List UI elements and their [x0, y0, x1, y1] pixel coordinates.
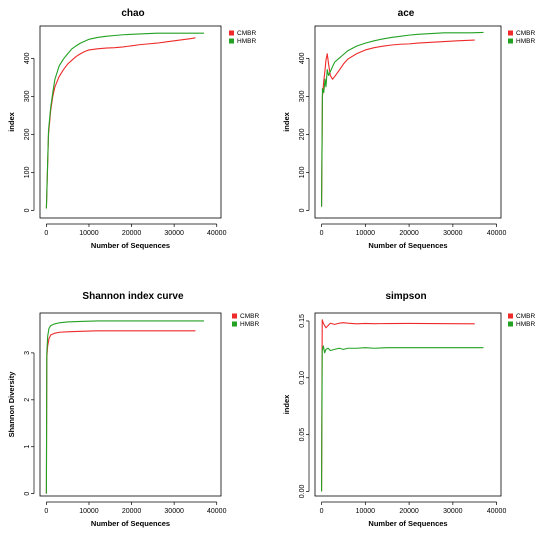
y-axis-label: index	[7, 111, 16, 131]
y-tick-label: 100	[299, 166, 306, 178]
y-tick-label: 100	[24, 166, 31, 178]
y-axis-label: index	[282, 111, 291, 131]
plot-frame	[39, 25, 222, 219]
chart-title: chao	[121, 8, 144, 19]
y-axis-label: Shannon Diversity	[7, 371, 16, 438]
x-tick-label: 30000	[164, 508, 184, 515]
x-axis-label: Number of Sequences	[368, 519, 447, 528]
legend-label-hmbr: HMBR	[240, 321, 259, 328]
chart-title: Shannon index curve	[82, 291, 184, 302]
x-axis-label: Number of Sequences	[368, 241, 447, 250]
legend-label-cmbr: CMBR	[240, 313, 259, 320]
y-tick-label: 0	[24, 492, 31, 496]
series-line-cmbr	[321, 39, 475, 207]
x-tick-label: 0	[44, 230, 48, 237]
legend-swatch-cmbr	[229, 30, 234, 36]
chart-panel-3: Shannon index curve 0 10000 20000 30000 40000…	[7, 291, 259, 528]
x-axis-label: Number of Sequences	[91, 241, 170, 250]
legend-swatch-hmbr	[229, 38, 234, 44]
plot-frame	[314, 25, 502, 219]
y-tick-label: 0	[299, 208, 306, 212]
legend-label-hmbr: HMBR	[516, 321, 535, 328]
legend-label-hmbr: HMBR	[516, 38, 535, 45]
x-tick-label: 30000	[443, 508, 463, 515]
y-tick-label: 200	[299, 128, 306, 140]
plot-frame	[39, 312, 222, 497]
y-tick-label: 0.10	[299, 371, 306, 385]
y-tick-label: 0	[24, 208, 31, 212]
legend-label-cmbr: CMBR	[516, 30, 535, 37]
y-axis-label: index	[282, 394, 291, 414]
x-tick-label: 20000	[399, 508, 419, 515]
legend-label-hmbr: HMBR	[237, 38, 256, 45]
series-line-hmbr	[321, 345, 484, 492]
x-tick-label: 40000	[487, 508, 507, 515]
series-line-cmbr	[45, 330, 196, 494]
y-tick-label: 2	[24, 398, 31, 402]
chart-title: ace	[398, 8, 415, 19]
chart-panel-4: simpson 0 10000 20000 30000 40000 Number of Se…	[282, 291, 535, 528]
x-tick-label: 30000	[443, 230, 463, 237]
y-tick-label: 200	[24, 128, 31, 140]
series-line-hmbr	[45, 32, 204, 209]
x-tick-label: 0	[320, 230, 324, 237]
legend-label-cmbr: CMBR	[237, 30, 256, 37]
series-line-hmbr	[321, 31, 484, 207]
x-tick-label: 10000	[356, 230, 376, 237]
x-tick-label: 30000	[164, 230, 184, 237]
legend-swatch-cmbr	[508, 313, 513, 319]
legend-swatch-hmbr	[232, 321, 237, 327]
series-line-cmbr	[45, 37, 196, 209]
x-tick-label: 0	[320, 508, 324, 515]
series-line-hmbr	[45, 320, 204, 494]
x-tick-label: 10000	[79, 230, 99, 237]
y-tick-label: 400	[24, 52, 31, 64]
legend-swatch-hmbr	[508, 321, 513, 327]
x-axis-label: Number of Sequences	[91, 519, 170, 528]
y-tick-label: 300	[24, 90, 31, 102]
legend-swatch-cmbr	[508, 30, 513, 36]
chart-panel-2: ace 0 10000 20000 30000 40000 Number of Sequen…	[282, 8, 535, 250]
x-tick-label: 40000	[207, 508, 227, 515]
legend-swatch-cmbr	[232, 313, 237, 319]
chart-title: simpson	[385, 291, 426, 302]
y-tick-label: 400	[299, 52, 306, 64]
y-tick-label: 0.05	[299, 428, 306, 442]
plot-frame	[314, 312, 502, 497]
series-line-cmbr	[321, 319, 475, 492]
legend-label-cmbr: CMBR	[516, 313, 535, 320]
legend-swatch-hmbr	[508, 38, 513, 44]
x-tick-label: 20000	[399, 230, 419, 237]
y-tick-label: 3	[24, 351, 31, 355]
y-tick-label: 0.00	[299, 485, 306, 499]
x-tick-label: 20000	[122, 508, 142, 515]
x-tick-label: 10000	[79, 508, 99, 515]
x-tick-label: 10000	[356, 508, 376, 515]
y-tick-label: 300	[299, 90, 306, 102]
y-tick-label: 0.15	[299, 314, 306, 328]
chart-panel-1: chao 0 10000 20000 30000 40000 Number of Seque…	[7, 8, 256, 250]
x-tick-label: 40000	[207, 230, 227, 237]
x-tick-label: 0	[44, 508, 48, 515]
x-tick-label: 20000	[122, 230, 142, 237]
x-tick-label: 40000	[487, 230, 507, 237]
y-tick-label: 1	[24, 445, 31, 449]
